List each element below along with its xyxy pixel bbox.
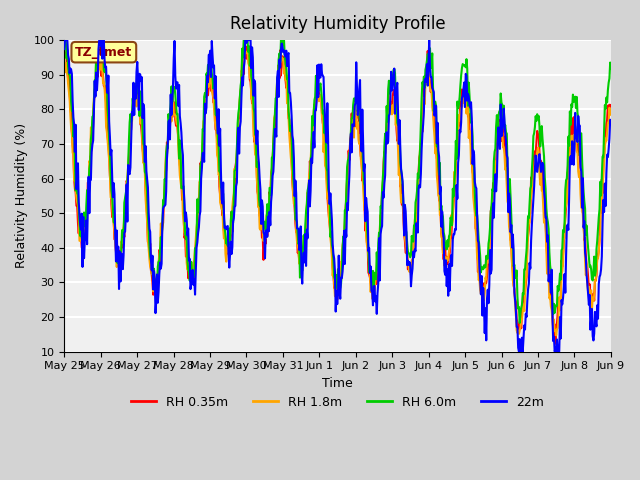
- RH 1.8m: [127, 133, 134, 139]
- Y-axis label: Relativity Humidity (%): Relativity Humidity (%): [15, 123, 28, 268]
- RH 6.0m: [420, 74, 428, 80]
- RH 1.8m: [211, 118, 219, 124]
- 22m: [61, 37, 69, 43]
- Line: RH 0.35m: RH 0.35m: [64, 47, 611, 344]
- 22m: [183, 217, 191, 223]
- RH 0.35m: [405, 259, 413, 265]
- RH 0.35m: [70, 176, 78, 181]
- RH 1.8m: [607, 111, 615, 117]
- RH 6.0m: [404, 249, 412, 255]
- RH 0.35m: [552, 341, 559, 347]
- RH 6.0m: [70, 126, 78, 132]
- RH 0.35m: [211, 109, 219, 115]
- RH 6.0m: [211, 75, 219, 81]
- 22m: [421, 77, 429, 83]
- RH 6.0m: [182, 236, 190, 242]
- 22m: [405, 262, 413, 268]
- RH 1.8m: [182, 231, 190, 237]
- RH 1.8m: [421, 101, 429, 107]
- RH 6.0m: [127, 111, 134, 117]
- RH 1.8m: [552, 333, 560, 338]
- RH 0.35m: [60, 47, 68, 52]
- 22m: [607, 120, 615, 126]
- RH 1.8m: [60, 52, 68, 58]
- RH 1.8m: [405, 264, 413, 269]
- X-axis label: Time: Time: [322, 377, 353, 390]
- RH 1.8m: [70, 178, 78, 184]
- RH 0.35m: [127, 130, 134, 136]
- 22m: [212, 73, 220, 79]
- 22m: [127, 136, 135, 142]
- RH 0.35m: [607, 102, 615, 108]
- RH 0.35m: [182, 254, 190, 260]
- RH 0.35m: [421, 75, 429, 81]
- 22m: [60, 46, 68, 52]
- Line: RH 1.8m: RH 1.8m: [64, 51, 611, 336]
- 22m: [515, 348, 523, 354]
- Title: Relativity Humidity Profile: Relativity Humidity Profile: [230, 15, 445, 33]
- Legend: RH 0.35m, RH 1.8m, RH 6.0m, 22m: RH 0.35m, RH 1.8m, RH 6.0m, 22m: [126, 391, 549, 414]
- RH 0.35m: [242, 44, 250, 49]
- Text: TZ_tmet: TZ_tmet: [76, 46, 132, 59]
- RH 6.0m: [516, 320, 524, 326]
- RH 6.0m: [607, 66, 615, 72]
- RH 6.0m: [60, 37, 68, 43]
- RH 1.8m: [244, 48, 252, 54]
- 22m: [71, 149, 79, 155]
- Line: RH 6.0m: RH 6.0m: [64, 40, 611, 323]
- Line: 22m: 22m: [64, 40, 611, 351]
